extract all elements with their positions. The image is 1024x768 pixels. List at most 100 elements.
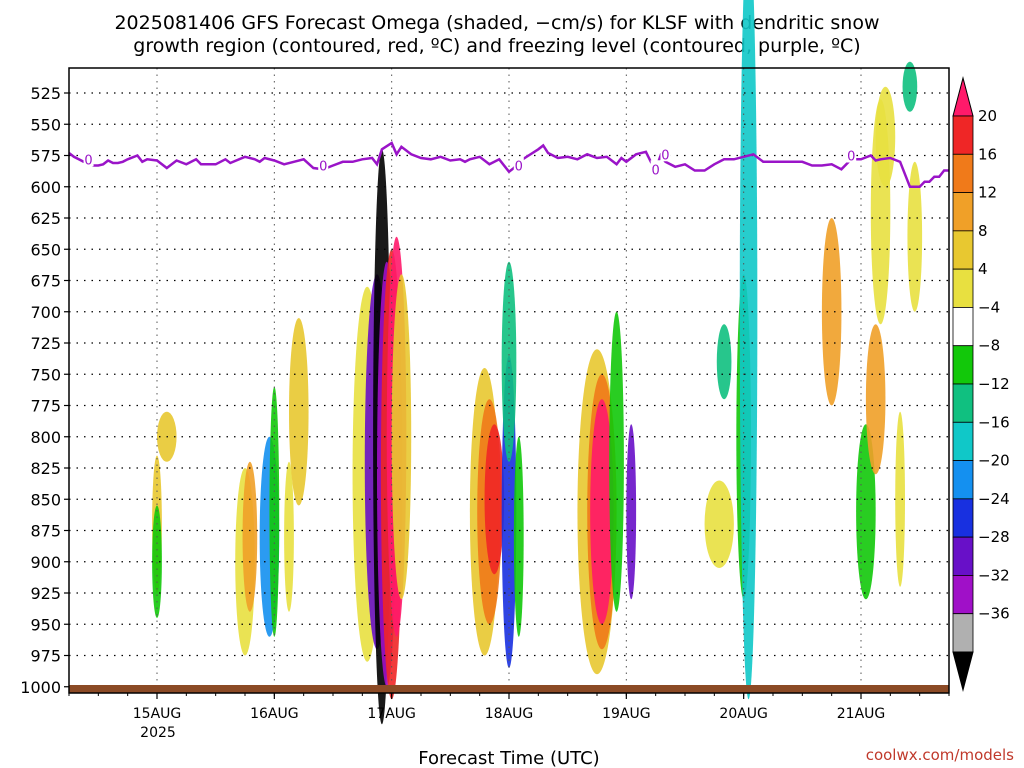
colorbar-swatch	[952, 575, 974, 615]
x-tick-label: 20AUG	[719, 706, 768, 722]
y-tick-label: 675	[30, 272, 61, 291]
colorbar-swatch	[952, 115, 974, 155]
colorbar-swatch	[952, 383, 974, 423]
freezing-level-line	[68, 141, 949, 189]
colorbar-tick-label: 20	[978, 107, 997, 125]
colorbar-tick-label: −8	[978, 337, 1000, 355]
contour-label-background	[318, 156, 329, 173]
chart-title-line2: growth region (contoured, red, ºC) and f…	[133, 35, 860, 57]
x-tick-label: 17AUG	[367, 706, 416, 722]
plot-area: 0 0 0 00 0	[68, 0, 950, 725]
ground-surface	[69, 685, 949, 693]
y-tick-label: 575	[30, 147, 61, 166]
colorbar-swatch	[952, 536, 974, 576]
chart-title-line1: 2025081406 GFS Forecast Omega (shaded, −…	[114, 12, 879, 34]
colorbar-swatch	[952, 307, 974, 347]
x-axis-year: 2025	[140, 725, 176, 741]
shading-cell	[242, 461, 258, 612]
colorbar-tick-label: −20	[978, 452, 1010, 470]
shading-cell	[716, 324, 732, 400]
y-tick-label: 725	[30, 334, 61, 353]
colorbar-tick-label: 4	[978, 260, 988, 278]
colorbar-swatch	[952, 230, 974, 270]
x-tick-label: 16AUG	[250, 706, 299, 722]
colorbar-tick-label: −4	[978, 298, 1000, 316]
contour-label-background	[650, 160, 661, 177]
freezing-level-label: 0	[515, 160, 523, 175]
y-tick-label: 525	[30, 84, 61, 103]
colorbar-tick-label: 8	[978, 222, 988, 240]
colorbar-tick-label: −16	[978, 413, 1010, 431]
shading-cell	[907, 161, 923, 312]
shading-cell	[289, 318, 309, 506]
colorbar-tick-label: −28	[978, 528, 1010, 546]
y-tick-label: 750	[30, 365, 61, 384]
y-tick-label: 550	[30, 115, 61, 134]
y-axis-ticks: 525 550 575 600 625 650 675 700 725 750 775 800 825 8…	[20, 84, 69, 697]
y-tick-label: 700	[30, 303, 61, 322]
x-tick-label: 15AUG	[133, 706, 182, 722]
x-axis-ticks: 15AUG 16AUG 17AUG 18AUG 19AUG 20AUG 21AUG	[68, 693, 950, 722]
y-tick-label: 775	[30, 397, 61, 416]
colorbar-tick-label: −24	[978, 490, 1010, 508]
y-tick-label: 950	[30, 615, 61, 634]
x-tick-label: 19AUG	[602, 706, 651, 722]
colorbar: 20 16 12 8 4 −4 −8 −12 −16 −20 −24 −28 −32 −36	[952, 76, 1010, 692]
shading-cell	[284, 461, 294, 612]
colorbar-swatch	[952, 153, 974, 193]
grid-lines	[69, 68, 949, 693]
shading-cell	[821, 218, 842, 406]
y-tick-label: 925	[30, 584, 61, 603]
y-tick-label: 600	[30, 178, 61, 197]
credit-text: coolwx.com/models	[866, 746, 1014, 764]
freezing-level-label: 0	[847, 150, 855, 165]
colorbar-swatch	[952, 268, 974, 308]
shading-cell	[902, 61, 918, 112]
colorbar-swatch	[952, 613, 974, 653]
freezing-level-label: 0	[84, 153, 92, 168]
freezing-level-contour: 0 0 0 00 0	[68, 141, 949, 189]
x-axis-label: Forecast Time (UTC)	[418, 748, 599, 768]
freezing-level-label: 0	[319, 160, 327, 175]
colorbar-tick-label: −36	[978, 605, 1010, 623]
y-tick-label: 800	[30, 428, 61, 447]
y-tick-label: 625	[30, 209, 61, 228]
colorbar-swatch	[952, 345, 974, 385]
x-tick-label: 21AUG	[837, 706, 886, 722]
shading-cell	[875, 86, 896, 187]
freezing-level-label: 0	[661, 148, 669, 163]
colorbar-swatch	[952, 498, 974, 538]
colorbar-swatch	[952, 192, 974, 232]
y-tick-label: 900	[30, 553, 61, 572]
colorbar-swatch	[952, 460, 974, 500]
shading-cell	[626, 424, 637, 600]
shading-cell	[895, 411, 905, 587]
colorbar-tick-label: −12	[978, 375, 1010, 393]
shading-cell	[609, 311, 624, 612]
colorbar-tick-label: −32	[978, 566, 1010, 584]
contour-label-background	[513, 156, 524, 173]
colorbar-tick-label: 12	[978, 184, 997, 202]
colorbar-swatch	[952, 421, 974, 461]
y-tick-label: 825	[30, 459, 61, 478]
shading-cell	[590, 399, 614, 625]
shading-cell	[484, 424, 505, 575]
contour-label-background	[83, 150, 94, 167]
shading-cell	[513, 436, 524, 637]
contour-label-background	[846, 146, 857, 163]
x-tick-label: 18AUG	[485, 706, 534, 722]
freezing-level-label: 0	[652, 163, 660, 178]
colorbar-bottom-arrow	[952, 651, 974, 692]
contour-label-background	[660, 145, 671, 162]
y-tick-label: 850	[30, 490, 61, 509]
y-tick-label: 875	[30, 522, 61, 541]
y-tick-label: 1000	[20, 678, 61, 697]
shading-cell	[269, 386, 280, 637]
shading-cell	[391, 274, 412, 600]
y-tick-label: 650	[30, 240, 61, 259]
y-tick-label: 975	[30, 647, 61, 666]
colorbar-top-arrow	[952, 76, 974, 117]
colorbar-tick-label: 16	[978, 145, 997, 163]
shading-cell	[704, 480, 734, 568]
